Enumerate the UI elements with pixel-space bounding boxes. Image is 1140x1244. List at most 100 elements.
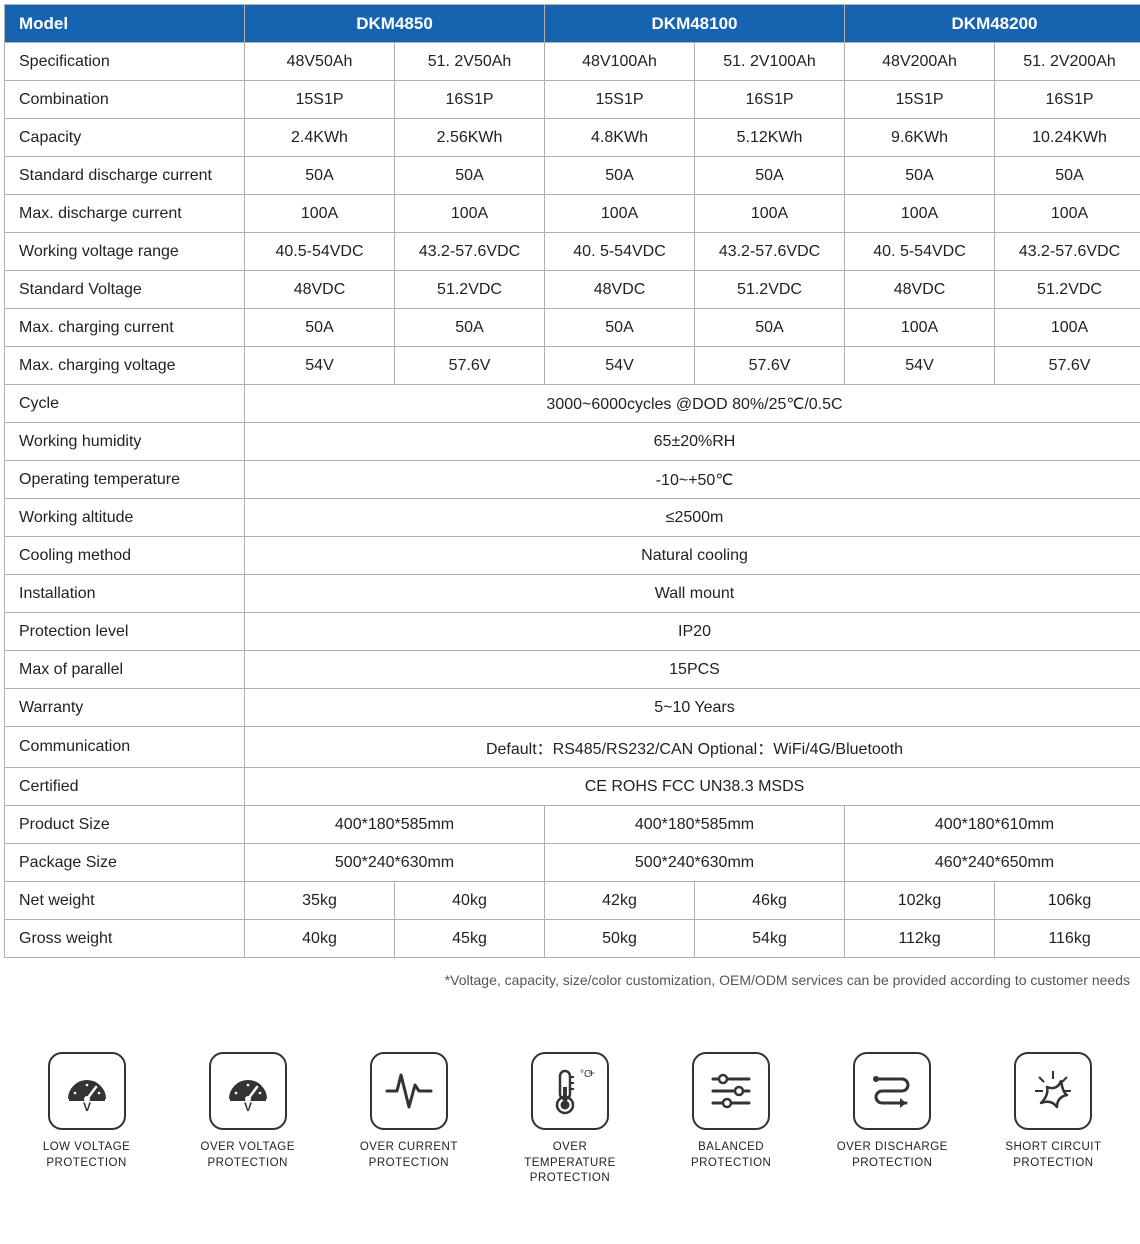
cell: 15S1P [245, 81, 395, 119]
cell: 48V200Ah [845, 43, 995, 81]
protection-icons-row: V LOW VOLTAGEPROTECTION V OVER VOLTAGEPROTE… [4, 1052, 1136, 1217]
cell: 100A [395, 195, 545, 233]
row-label: Gross weight [5, 920, 245, 958]
cell-span: Natural cooling [245, 537, 1140, 575]
cell: 400*180*585mm [545, 806, 845, 844]
row-label: Standard discharge current [5, 157, 245, 195]
cell: 50kg [545, 920, 695, 958]
cell: 500*240*630mm [245, 844, 545, 882]
row-label: Working altitude [5, 499, 245, 537]
cell: 50A [545, 157, 695, 195]
cell: 5.12KWh [695, 119, 845, 157]
cell: 42kg [545, 882, 695, 920]
cell-span: IP20 [245, 613, 1140, 651]
table-row: Cooling methodNatural cooling [5, 537, 1140, 575]
svg-text:V: V [244, 1100, 252, 1114]
cell: 16S1P [995, 81, 1140, 119]
cell: 100A [845, 309, 995, 347]
icon-label: OVER VOLTAGEPROTECTION [201, 1140, 295, 1171]
row-label: Net weight [5, 882, 245, 920]
cell: 54V [545, 347, 695, 385]
cell: 46kg [695, 882, 845, 920]
cell: 10.24KWh [995, 119, 1140, 157]
cell: 460*240*650mm [845, 844, 1140, 882]
cell: 40.5-54VDC [245, 233, 395, 271]
cell: 106kg [995, 882, 1140, 920]
row-label: Max of parallel [5, 651, 245, 689]
cell: 45kg [395, 920, 545, 958]
cell: 51. 2V200Ah [995, 43, 1140, 81]
row-label: Warranty [5, 689, 245, 727]
cell: 40. 5-54VDC [845, 233, 995, 271]
row-label: Working humidity [5, 423, 245, 461]
cell: 51.2VDC [395, 271, 545, 309]
cell: 100A [245, 195, 395, 233]
cell: 9.6KWh [845, 119, 995, 157]
icon-label: OVER DISCHARGEPROTECTION [837, 1140, 948, 1171]
row-label: Communication [5, 727, 245, 768]
table-row: Warranty5~10 Years [5, 689, 1140, 727]
svg-text:+: + [588, 1066, 595, 1080]
cell: 500*240*630mm [545, 844, 845, 882]
table-header: Model DKM4850 DKM48100 DKM48200 [5, 5, 1140, 43]
icon-label: LOW VOLTAGEPROTECTION [43, 1140, 131, 1171]
cell: 51. 2V100Ah [695, 43, 845, 81]
cell-span: -10~+50℃ [245, 461, 1140, 499]
cell-span: CE ROHS FCC UN38.3 MSDS [245, 768, 1140, 806]
cell-span: ≤2500m [245, 499, 1140, 537]
cell: 116kg [995, 920, 1140, 958]
over-temperature-protection-icon: °C+ [531, 1052, 609, 1130]
table-row: CertifiedCE ROHS FCC UN38.3 MSDS [5, 768, 1140, 806]
over-discharge-protection-icon [853, 1052, 931, 1130]
cell: 54V [245, 347, 395, 385]
cell: 50A [245, 309, 395, 347]
cell: 43.2-57.6VDC [395, 233, 545, 271]
cell: 57.6V [695, 347, 845, 385]
row-label: Cooling method [5, 537, 245, 575]
over-current-protection-icon [370, 1052, 448, 1130]
icon-label: OVER CURRENTPROTECTION [360, 1140, 458, 1171]
row-label: Max. charging voltage [5, 347, 245, 385]
cell: 100A [995, 309, 1140, 347]
cell: 400*180*610mm [845, 806, 1140, 844]
row-label: Package Size [5, 844, 245, 882]
cell: 57.6V [995, 347, 1140, 385]
over-discharge-protection-icon-item: OVER DISCHARGEPROTECTION [830, 1052, 955, 1187]
balanced-protection-icon [692, 1052, 770, 1130]
over-temperature-protection-icon-item: °C+ OVER TEMPERATUREPROTECTION [507, 1052, 632, 1187]
cell: 48VDC [545, 271, 695, 309]
cell: 57.6V [395, 347, 545, 385]
cell: 40kg [395, 882, 545, 920]
table-row: Standard discharge current50A50A50A50A50… [5, 157, 1140, 195]
row-label: Cycle [5, 385, 245, 423]
balanced-protection-icon-item: BALANCEDPROTECTION [669, 1052, 794, 1187]
cell-span: 65±20%RH [245, 423, 1140, 461]
table-row: Operating temperature-10~+50℃ [5, 461, 1140, 499]
table-row: Net weight35kg40kg42kg46kg102kg106kg [5, 882, 1140, 920]
cell: 43.2-57.6VDC [695, 233, 845, 271]
cell: 50A [695, 157, 845, 195]
table-row: Package Size500*240*630mm500*240*630mm46… [5, 844, 1140, 882]
cell: 2.56KWh [395, 119, 545, 157]
header-model: Model [5, 5, 245, 43]
icon-label: BALANCEDPROTECTION [691, 1140, 771, 1171]
table-row: Working humidity65±20%RH [5, 423, 1140, 461]
cell: 100A [995, 195, 1140, 233]
cell: 48V100Ah [545, 43, 695, 81]
cell: 40kg [245, 920, 395, 958]
cell: 35kg [245, 882, 395, 920]
table-row: Protection levelIP20 [5, 613, 1140, 651]
cell: 112kg [845, 920, 995, 958]
row-label: Standard Voltage [5, 271, 245, 309]
cell-span: 15PCS [245, 651, 1140, 689]
icon-label: SHORT CIRCUITPROTECTION [1005, 1140, 1101, 1171]
table-row: Max. charging voltage54V57.6V54V57.6V54V… [5, 347, 1140, 385]
low-voltage-protection-icon: V [48, 1052, 126, 1130]
cell-span: 5~10 Years [245, 689, 1140, 727]
row-label: Protection level [5, 613, 245, 651]
header-model-1: DKM48100 [545, 5, 845, 43]
row-label: Max. charging current [5, 309, 245, 347]
cell: 51.2VDC [695, 271, 845, 309]
over-voltage-protection-icon: V [209, 1052, 287, 1130]
icon-label: OVER TEMPERATUREPROTECTION [507, 1140, 632, 1187]
